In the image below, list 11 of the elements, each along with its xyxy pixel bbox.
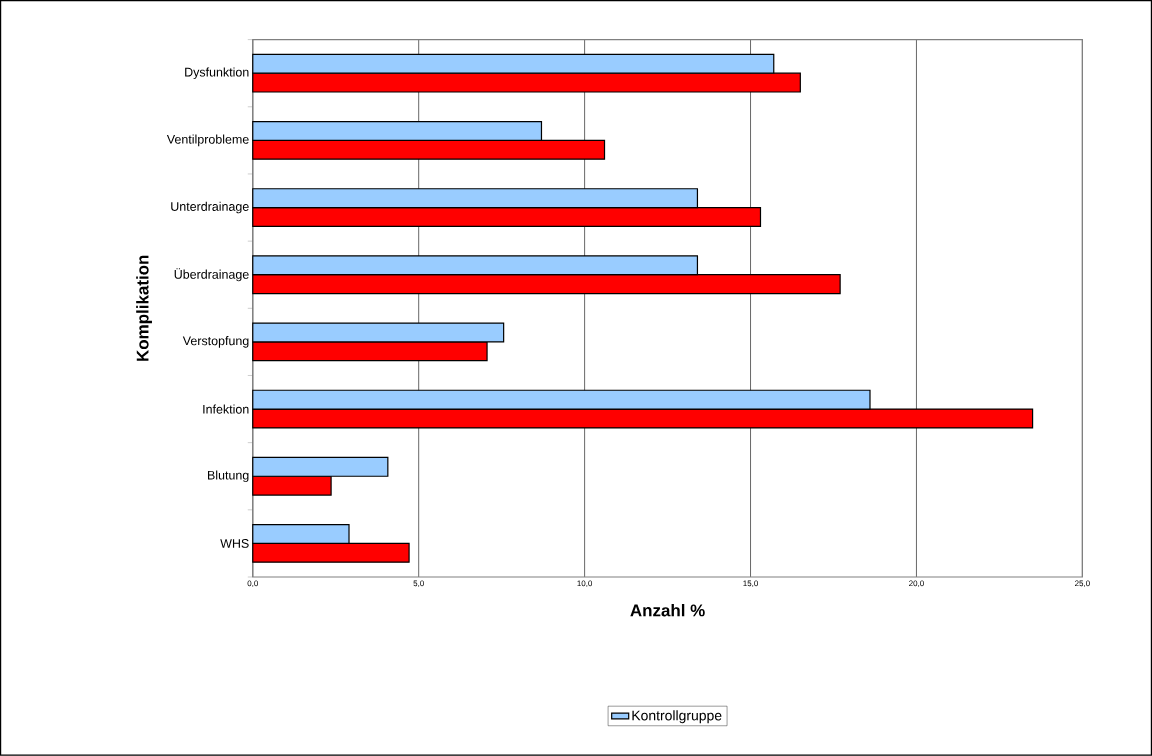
y-axis-title: Komplikation xyxy=(136,255,152,361)
legend-label: Kontrollgruppe xyxy=(632,710,722,724)
y-tick-label: Dysfunktion xyxy=(185,67,249,80)
y-tick-label: Überdrainage xyxy=(174,268,249,282)
y-tick-label: Verstopfung xyxy=(182,336,249,348)
y-tick-label: Infektion xyxy=(203,404,249,414)
y-tick-label: WHS xyxy=(220,539,249,548)
y-tick-label: Unterdrainage xyxy=(171,201,249,214)
y-tick-label: Blutung xyxy=(208,470,249,483)
y-tick-label: Ventilprobleme xyxy=(166,134,249,147)
x-axis-title: Anzahl % xyxy=(630,604,705,617)
